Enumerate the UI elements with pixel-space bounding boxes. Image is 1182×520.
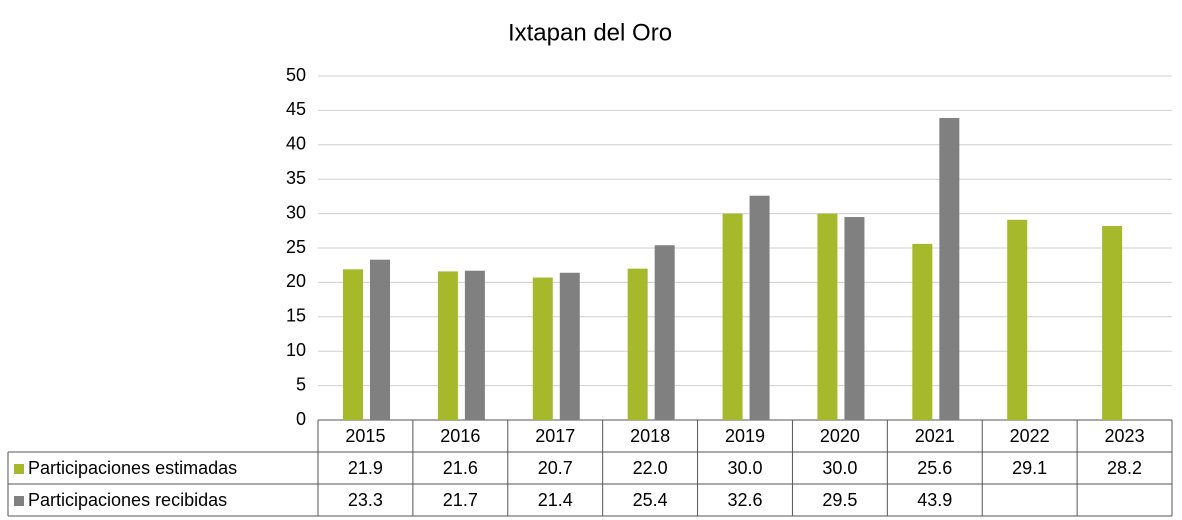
x-tick-label: 2018 <box>630 426 670 446</box>
bar <box>749 195 770 420</box>
data-label: 29.5 <box>822 490 857 510</box>
y-tick-label: 25 <box>286 237 306 257</box>
x-tick-label: 2021 <box>915 426 955 446</box>
data-label: 43.9 <box>917 490 952 510</box>
data-label: 23.3 <box>348 490 383 510</box>
y-tick-label: 10 <box>286 340 306 360</box>
data-label: 21.9 <box>348 458 383 478</box>
x-tick-label: 2023 <box>1105 426 1145 446</box>
legend-swatch <box>14 496 24 506</box>
bar <box>912 243 933 420</box>
bar <box>1007 219 1028 420</box>
data-label: 21.7 <box>443 490 478 510</box>
bar <box>464 270 485 420</box>
data-label: 25.4 <box>633 490 668 510</box>
bar <box>559 272 580 420</box>
data-label: 28.2 <box>1107 458 1142 478</box>
y-tick-label: 35 <box>286 168 306 188</box>
chart-title: Ixtapan del Oro <box>508 19 672 46</box>
bar <box>437 271 458 420</box>
bar <box>844 217 865 420</box>
legend-swatch <box>14 464 24 474</box>
data-label: 21.4 <box>538 490 573 510</box>
x-tick-label: 2020 <box>820 426 860 446</box>
bar <box>817 213 838 420</box>
x-tick-label: 2016 <box>440 426 480 446</box>
y-tick-label: 15 <box>286 306 306 326</box>
data-label: 20.7 <box>538 458 573 478</box>
legend-label: Participaciones recibidas <box>28 490 227 510</box>
data-label: 22.0 <box>633 458 668 478</box>
y-tick-label: 30 <box>286 202 306 222</box>
x-tick-label: 2017 <box>535 426 575 446</box>
y-tick-label: 0 <box>296 409 306 429</box>
y-tick-label: 20 <box>286 271 306 291</box>
data-label: 32.6 <box>727 490 762 510</box>
data-label: 30.0 <box>822 458 857 478</box>
data-label: 25.6 <box>917 458 952 478</box>
y-tick-label: 40 <box>286 134 306 154</box>
y-tick-label: 45 <box>286 99 306 119</box>
bar <box>722 213 743 420</box>
bar <box>939 117 960 420</box>
y-tick-label: 50 <box>286 65 306 85</box>
bar <box>343 269 363 420</box>
bar <box>1102 225 1123 420</box>
y-tick-label: 5 <box>296 374 306 394</box>
bar <box>627 268 648 420</box>
data-label: 30.0 <box>727 458 762 478</box>
x-tick-label: 2015 <box>345 426 385 446</box>
legend-label: Participaciones estimadas <box>28 458 237 478</box>
x-tick-label: 2019 <box>725 426 765 446</box>
data-label: 29.1 <box>1012 458 1047 478</box>
bar <box>654 245 675 420</box>
x-tick-label: 2022 <box>1010 426 1050 446</box>
data-label: 21.6 <box>443 458 478 478</box>
bar <box>370 259 390 420</box>
bar <box>532 277 553 420</box>
